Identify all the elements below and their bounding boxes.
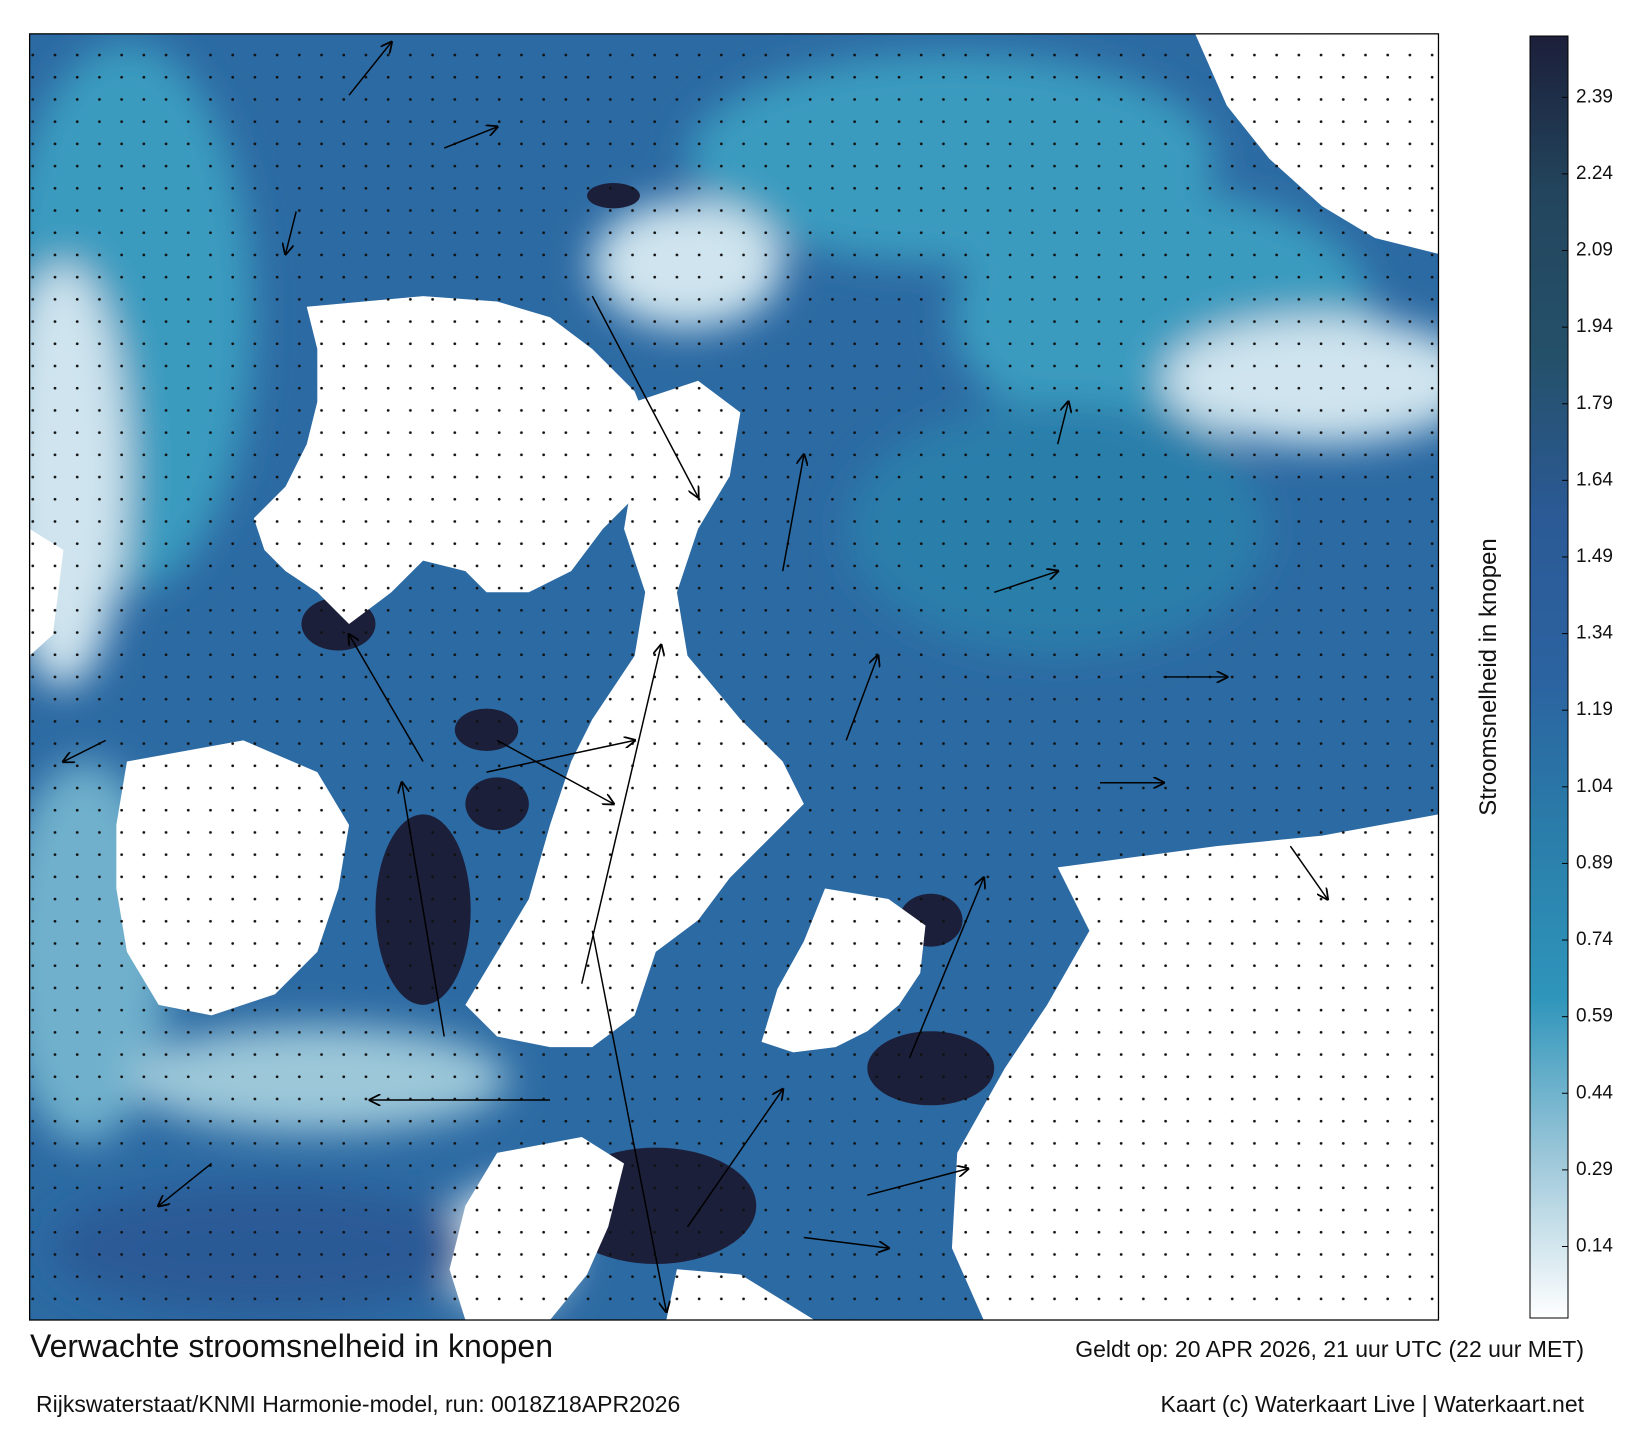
grid-dots — [29, 33, 1439, 1321]
current-arrows — [63, 42, 1327, 1311]
colorbar-tick-label: 1.19 — [1576, 699, 1613, 720]
valid-time: Geldt op: 20 APR 2026, 21 uur UTC (22 uu… — [1075, 1336, 1584, 1362]
colorbar-tick-label: 0.59 — [1576, 1006, 1613, 1027]
colorbar-tick-label: 2.24 — [1576, 163, 1613, 184]
colorbar-tick-label: 1.94 — [1576, 316, 1613, 337]
map-frame — [28, 33, 1440, 1321]
colorbar-tick-label: 1.34 — [1576, 623, 1613, 644]
colorbar-tick-label: 1.04 — [1576, 776, 1613, 797]
colorbar-tick-label: 1.79 — [1576, 393, 1613, 414]
subtitle: Rijkswaterstaat/KNMI Harmonie-model, run… — [36, 1391, 680, 1417]
colorbar-tick-label: 0.29 — [1576, 1159, 1613, 1180]
colorbar-tick-label: 1.49 — [1576, 546, 1613, 567]
colorbar-tick-label: 0.14 — [1576, 1236, 1613, 1257]
credit: Kaart (c) Waterkaart Live | Waterkaart.n… — [1160, 1391, 1584, 1417]
colorbar-tick-label: 2.39 — [1576, 86, 1613, 107]
map — [28, 33, 1440, 1321]
colorbar-tick-label: 1.64 — [1576, 469, 1613, 490]
colorbar-tick-label: 2.09 — [1576, 240, 1613, 261]
title: Verwachte stroomsnelheid in knopen — [30, 1328, 553, 1364]
colorbar-scale — [1529, 35, 1569, 1319]
colorbar-tick-label: 0.74 — [1576, 929, 1613, 950]
colorbar-label: Stroomsnelheid in knopen — [1475, 538, 1502, 816]
colorbar-tick-label: 0.89 — [1576, 852, 1613, 873]
colorbar-tick-label: 0.44 — [1576, 1082, 1613, 1103]
colorbar: Stroomsnelheid in knopen 0.14 0.29 0.44 0.5… — [1475, 35, 1613, 1319]
